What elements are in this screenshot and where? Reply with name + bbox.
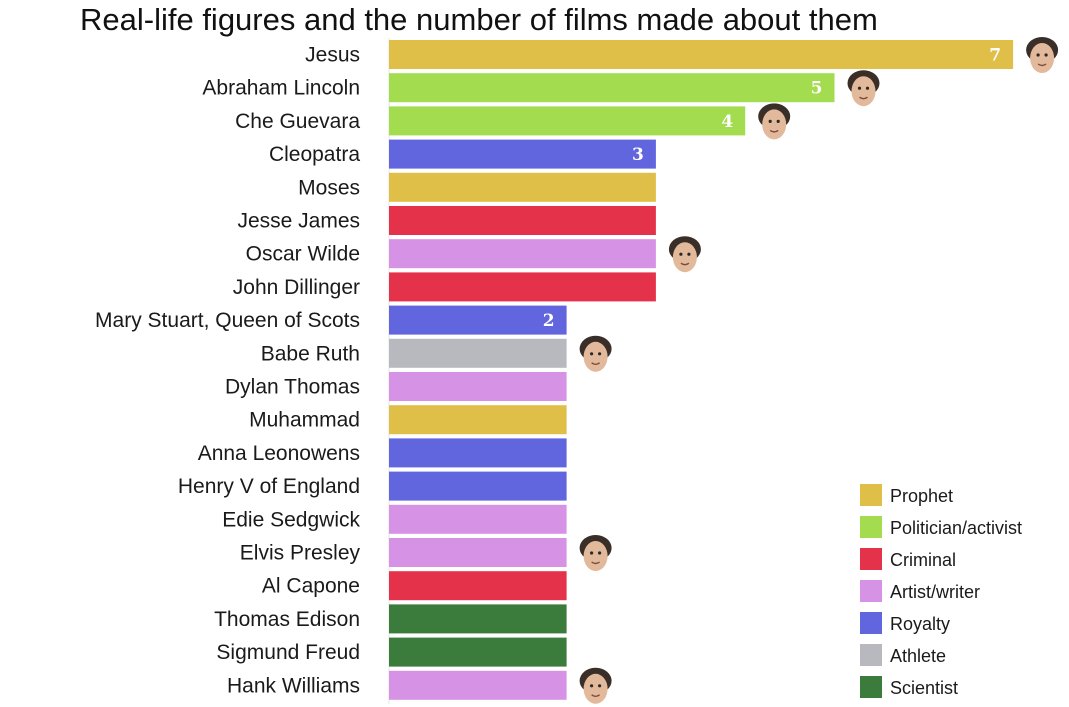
tick-label-elvis-presley: Elvis Presley <box>240 542 361 565</box>
chart-title: Real-life figures and the number of film… <box>80 2 878 37</box>
bar-henry-v-of-england <box>389 471 567 501</box>
bar-mary-stuart-queen-of-scots <box>389 305 567 335</box>
portrait-oscar-wilde-icon <box>668 236 701 273</box>
legend-swatch-royalty <box>860 612 882 634</box>
bar-anna-leonowens <box>389 438 567 468</box>
tick-label-john-dillinger: John Dillinger <box>233 276 360 299</box>
portrait-hank-williams-icon <box>579 667 612 704</box>
bar-hank-williams <box>389 670 567 700</box>
legend-swatch-athlete <box>860 644 882 666</box>
legend-swatch-politician-activist <box>860 516 882 538</box>
bar-muhammad <box>389 405 567 435</box>
legend-label-artist-writer: Artist/writer <box>890 582 980 602</box>
legend-label-athlete: Athlete <box>890 646 946 666</box>
tick-label-edie-sedgwick: Edie Sedgwick <box>222 508 360 531</box>
legend-swatch-scientist <box>860 676 882 698</box>
bar-oscar-wilde <box>389 239 656 269</box>
data-label-jesus: 7 <box>989 46 1001 66</box>
tick-label-thomas-edison: Thomas Edison <box>214 608 360 631</box>
bar-john-dillinger <box>389 272 656 302</box>
data-label-che-guevara: 4 <box>721 112 733 132</box>
tick-label-babe-ruth: Babe Ruth <box>261 342 360 365</box>
bar-thomas-edison <box>389 604 567 634</box>
legend-label-politician-activist: Politician/activist <box>890 518 1022 538</box>
portrait-che-guevara-icon <box>758 103 791 140</box>
tick-label-henry-v-of-england: Henry V of England <box>178 475 360 498</box>
bar-jesse-james <box>389 206 656 235</box>
tick-label-che-guevara: Che Guevara <box>235 110 360 133</box>
portrait-jesus-icon <box>1026 37 1059 73</box>
tick-label-oscar-wilde: Oscar Wilde <box>246 243 360 266</box>
portrait-babe-ruth-icon <box>579 335 612 372</box>
bar-dylan-thomas <box>389 372 567 401</box>
data-label-abraham-lincoln: 5 <box>811 79 823 99</box>
legend-label-scientist: Scientist <box>890 678 958 698</box>
tick-label-mary-stuart-queen-of-scots: Mary Stuart, Queen of Scots <box>95 309 360 332</box>
legend-label-royalty: Royalty <box>890 614 950 634</box>
legend-label-prophet: Prophet <box>890 486 953 506</box>
bar-babe-ruth <box>389 338 567 368</box>
tick-label-jesse-james: Jesse James <box>237 210 360 233</box>
legend-swatch-prophet <box>860 484 882 506</box>
legend-swatch-artist-writer <box>860 580 882 602</box>
tick-label-muhammad: Muhammad <box>249 409 360 432</box>
bar-cleopatra <box>389 139 656 169</box>
tick-label-sigmund-freud: Sigmund Freud <box>216 641 360 664</box>
tick-label-jesus: Jesus <box>305 44 360 67</box>
bar-moses <box>389 172 656 202</box>
bar-sigmund-freud <box>389 637 567 667</box>
portrait-abraham-lincoln-icon <box>847 70 880 107</box>
data-label-mary-stuart-queen-of-scots: 2 <box>543 311 555 331</box>
bar-che-guevara <box>389 106 746 136</box>
legend-swatch-criminal <box>860 548 882 570</box>
portrait-elvis-presley-icon <box>579 535 612 571</box>
bar-abraham-lincoln <box>389 73 835 103</box>
tick-label-cleopatra: Cleopatra <box>269 143 360 166</box>
tick-label-dylan-thomas: Dylan Thomas <box>225 376 360 399</box>
bar-elvis-presley <box>389 538 567 567</box>
bar-al-capone <box>389 571 567 601</box>
bar-jesus <box>389 40 1014 69</box>
tick-label-moses: Moses <box>298 176 360 199</box>
data-label-cleopatra: 3 <box>632 145 644 165</box>
tick-label-anna-leonowens: Anna Leonowens <box>198 442 360 465</box>
legend-label-criminal: Criminal <box>890 550 956 570</box>
tick-label-abraham-lincoln: Abraham Lincoln <box>202 77 360 100</box>
tick-label-al-capone: Al Capone <box>262 575 360 598</box>
bar-edie-sedgwick <box>389 504 567 534</box>
tick-label-hank-williams: Hank Williams <box>227 674 360 697</box>
